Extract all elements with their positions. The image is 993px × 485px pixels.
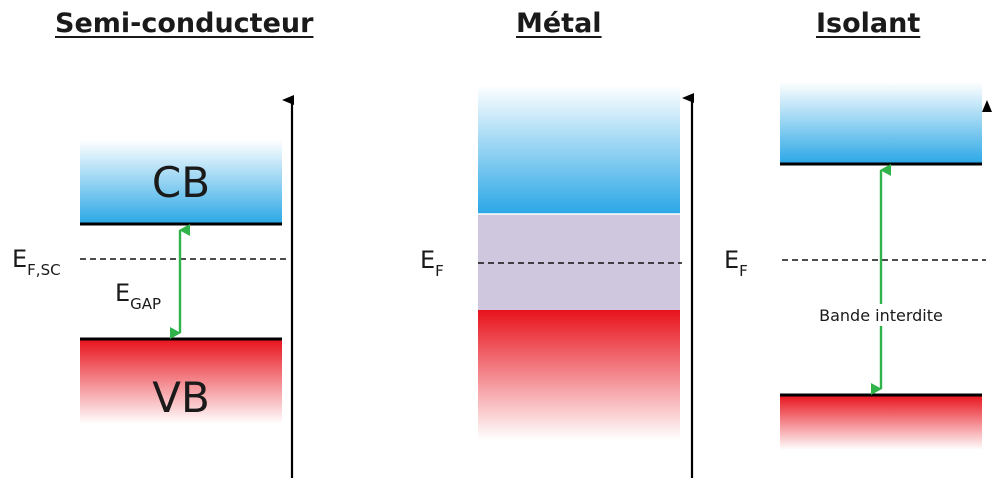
conduction-band	[80, 140, 282, 224]
conduction-band	[780, 82, 982, 164]
fermi-level-label: EF	[420, 246, 444, 280]
fermi-level-label: EF	[724, 246, 748, 280]
title-metal: Métal	[516, 8, 602, 39]
gap-text: Bande interdite	[819, 306, 943, 325]
cb-label: CB	[152, 158, 210, 207]
fermi-level-label: EF,SC	[12, 245, 61, 279]
panel-metal: EF	[420, 85, 694, 478]
title-insulator: Isolant	[816, 8, 921, 39]
valence-band	[780, 395, 982, 450]
gap-label: EGAP	[115, 279, 161, 313]
panel-insulator: EF Bande interdite	[724, 82, 992, 450]
valence-band	[478, 310, 680, 440]
panel-semiconductor: CB VB EF,SC EGAP	[12, 95, 294, 478]
band-overlap	[478, 214, 680, 310]
conduction-band	[478, 85, 680, 214]
vb-label: VB	[152, 373, 210, 422]
valence-band	[80, 339, 282, 424]
gap-text-bg	[826, 304, 936, 326]
energy-axis-tip	[982, 100, 992, 112]
title-semiconductor: Semi-conducteur	[55, 8, 314, 39]
